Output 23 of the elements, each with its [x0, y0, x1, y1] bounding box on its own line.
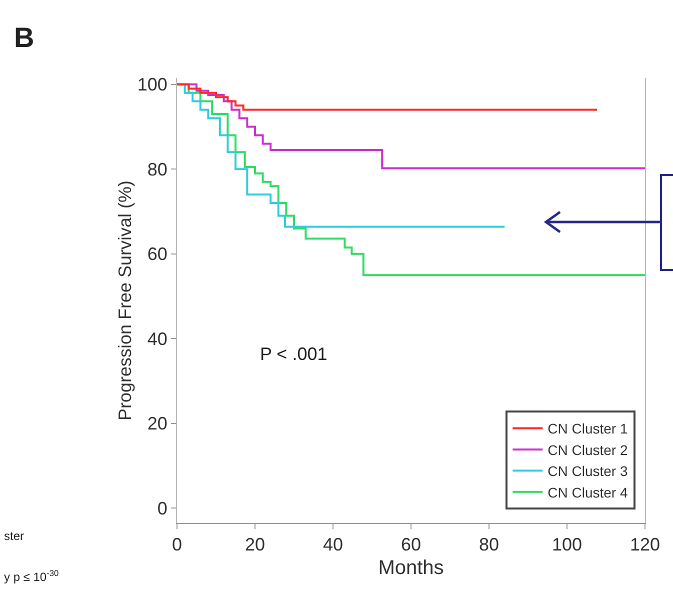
text: B [14, 22, 34, 53]
text: ster [4, 529, 24, 543]
x-tick-label: 40 [322, 534, 344, 555]
x-tick-label: 0 [172, 534, 182, 555]
x-axis-title: Months [378, 557, 444, 580]
legend-label: CN Cluster 1 [548, 420, 628, 437]
legend-label: CN Cluster 4 [548, 484, 628, 500]
x-tick-label: 60 [400, 534, 422, 555]
x-tick-label: 100 [552, 534, 582, 555]
y-tick-label: 60 [147, 244, 168, 264]
y-tick-label: 80 [147, 159, 168, 180]
y-axis-title: Progression Free Survival (%) [115, 180, 135, 421]
x-tick-label: 80 [478, 534, 500, 555]
text: y p ≤ 10$^{-30}$ [4, 568, 60, 584]
y-tick-label: 20 [147, 414, 168, 434]
legend-label: CN Cluster 3 [548, 463, 628, 480]
y-tick-label: 100 [137, 74, 168, 95]
y-tick-label: 0 [157, 498, 168, 518]
x-tick-label: 20 [244, 534, 266, 555]
y-tick-label: 40 [147, 328, 168, 349]
annotation: P < .001 [260, 344, 328, 364]
x-tick-label: 120 [630, 534, 660, 555]
legend-label: CN Cluster 2 [548, 442, 628, 458]
